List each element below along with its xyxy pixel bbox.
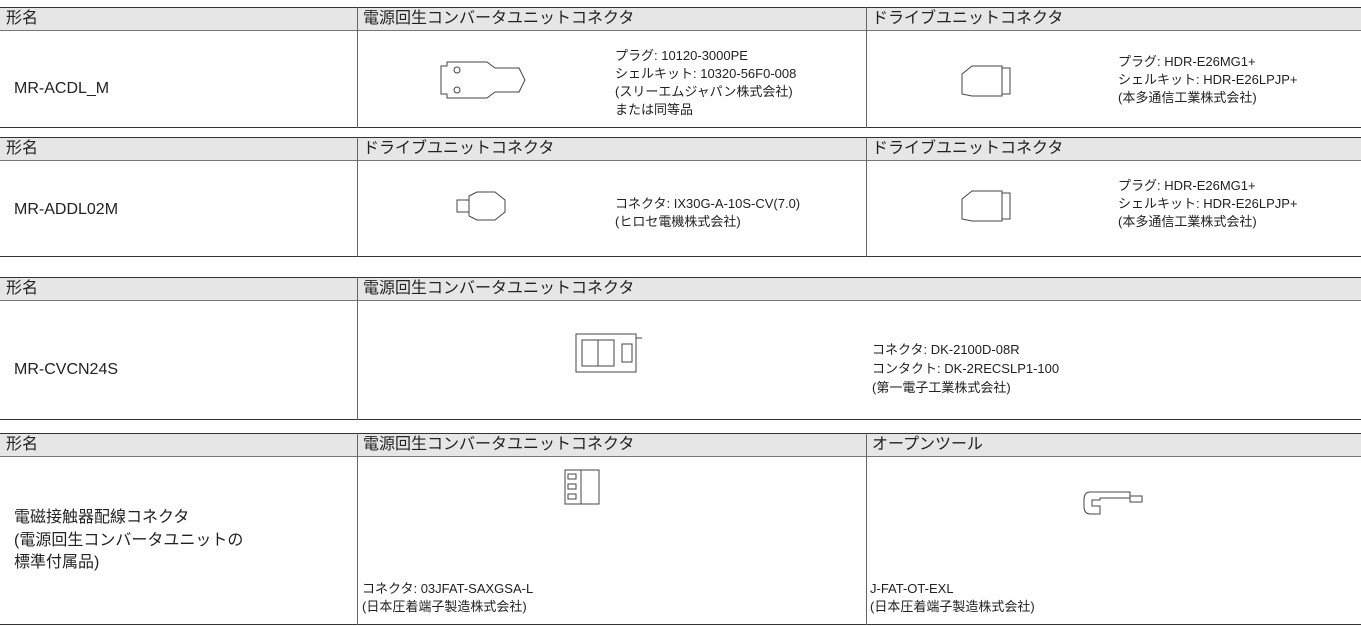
model-name: 標準付属品) xyxy=(14,554,100,571)
header-cell: オープンツール xyxy=(872,436,984,453)
spec-line: シェルキット: 10320-56F0-008 xyxy=(615,66,797,81)
spec-line: コンタクト: DK-2RECSLP1-100 xyxy=(872,361,1060,376)
spec-line: (本多通信工業株式会社) xyxy=(1118,90,1257,105)
column-divider xyxy=(357,7,358,128)
header-row xyxy=(0,277,1361,301)
spec-line: J-FAT-OT-EXL xyxy=(870,581,954,596)
spec-line: (スリーエムジャパン株式会社) xyxy=(615,84,793,99)
model-name: 電磁接触器配線コネクタ xyxy=(14,509,190,526)
body-row xyxy=(0,161,1361,257)
connector-icon xyxy=(456,191,506,221)
header-cell: 形名 xyxy=(6,140,39,157)
connector-icon xyxy=(961,65,1011,97)
header-row xyxy=(0,433,1361,457)
spec-line: プラグ: HDR-E26MG1+ xyxy=(1118,178,1256,193)
spec-line: シェルキット: HDR-E26LPJP+ xyxy=(1118,72,1298,87)
header-cell: 電源回生コンバータユニットコネクタ xyxy=(363,436,635,453)
spec-line: シェルキット: HDR-E26LPJP+ xyxy=(1118,196,1298,211)
column-divider xyxy=(357,433,358,625)
header-row xyxy=(0,137,1361,161)
spec-line: または同等品 xyxy=(615,102,694,117)
tool-icon xyxy=(1083,491,1143,515)
header-cell: 電源回生コンバータユニットコネクタ xyxy=(363,280,635,297)
header-cell: 形名 xyxy=(6,436,39,453)
header-cell: 電源回生コンバータユニットコネクタ xyxy=(363,10,635,27)
header-cell: 形名 xyxy=(6,10,39,27)
column-divider xyxy=(866,7,867,128)
model-name: MR-ADDL02M xyxy=(14,201,119,218)
connector-icon xyxy=(564,469,600,505)
spec-line: コネクタ: DK-2100D-08R xyxy=(872,342,1020,357)
spec-line: (日本圧着端子製造株式会社) xyxy=(362,599,527,614)
spec-line: (ヒロセ電機株式会社) xyxy=(615,214,741,229)
connector-icon xyxy=(961,190,1011,222)
column-divider xyxy=(357,277,358,420)
header-cell: ドライブユニットコネクタ xyxy=(872,10,1064,27)
body-row xyxy=(0,301,1361,420)
spec-line: (本多通信工業株式会社) xyxy=(1118,214,1257,229)
body-row xyxy=(0,31,1361,128)
model-name: (電源回生コンバータユニットの xyxy=(14,532,244,549)
header-cell: ドライブユニットコネクタ xyxy=(363,140,555,157)
header-row xyxy=(0,7,1361,31)
model-name: MR-CVCN24S xyxy=(14,361,119,378)
header-cell: ドライブユニットコネクタ xyxy=(872,140,1064,157)
model-name: MR-ACDL_M xyxy=(14,80,110,97)
header-cell: 形名 xyxy=(6,280,39,297)
spec-line: コネクタ: 03JFAT-SAXGSA-L xyxy=(362,581,534,596)
column-divider xyxy=(866,137,867,257)
spec-line: プラグ: 10120-3000PE xyxy=(615,48,748,63)
connector-icon xyxy=(575,333,642,373)
column-divider xyxy=(866,433,867,625)
spec-line: コネクタ: IX30G-A-10S-CV(7.0) xyxy=(615,196,801,211)
spec-line: (第一電子工業株式会社) xyxy=(872,380,1011,395)
connector-icon xyxy=(440,61,526,99)
body-row xyxy=(0,457,1361,625)
spec-line: プラグ: HDR-E26MG1+ xyxy=(1118,54,1256,69)
spec-line: (日本圧着端子製造株式会社) xyxy=(870,599,1035,614)
column-divider xyxy=(357,137,358,257)
